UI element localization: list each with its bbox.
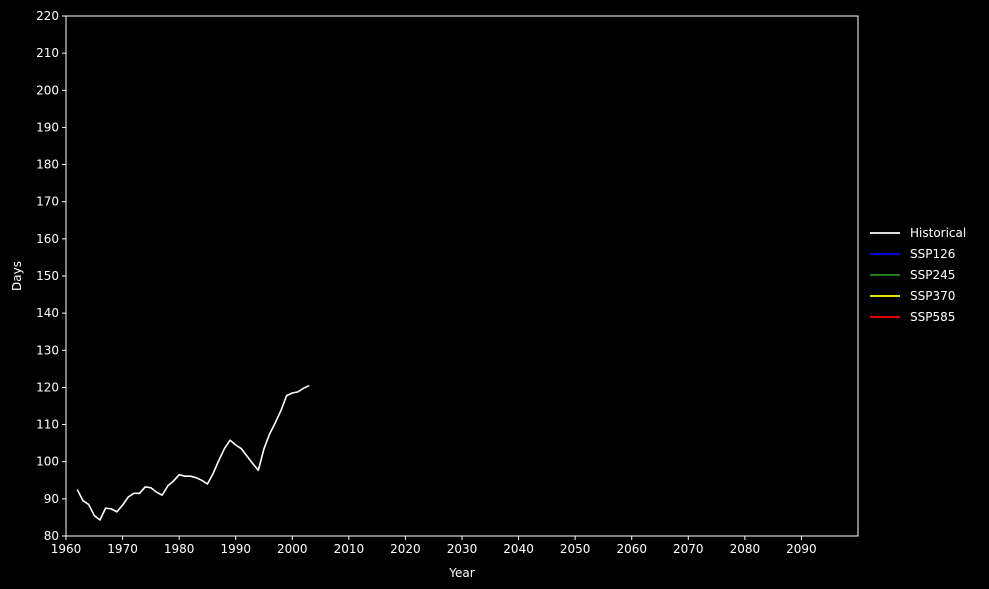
y-tick-label: 130 <box>36 343 59 357</box>
y-tick-label: 80 <box>44 529 59 543</box>
y-axis: 80 90 100 110 120 130 140 150 160 170 180 190 200 210… <box>36 9 66 543</box>
legend-label-ssp370: SSP370 <box>910 289 955 303</box>
x-tick-label: 2040 <box>503 542 534 556</box>
series-layer <box>76 384 310 521</box>
series-line-historical <box>76 384 310 521</box>
legend-label-historical: Historical <box>910 226 966 240</box>
x-tick-label: 2050 <box>560 542 591 556</box>
x-tick-label: 2000 <box>277 542 308 556</box>
x-tick-label: 2020 <box>390 542 421 556</box>
x-tick-label: 2080 <box>730 542 761 556</box>
x-tick-label: 2010 <box>334 542 365 556</box>
y-tick-label: 200 <box>36 83 59 97</box>
legend-label-ssp126: SSP126 <box>910 247 955 261</box>
x-axis-label: Year <box>448 566 474 580</box>
y-tick-label: 220 <box>36 9 59 23</box>
y-tick-label: 160 <box>36 232 59 246</box>
y-tick-label: 210 <box>36 46 59 60</box>
x-tick-label: 1970 <box>107 542 138 556</box>
x-tick-label: 2090 <box>786 542 817 556</box>
y-tick-label: 180 <box>36 158 59 172</box>
x-axis: 1960 1970 1980 1990 2000 2010 2020 2030 2040 2050… <box>51 536 817 556</box>
legend-label-ssp245: SSP245 <box>910 268 955 282</box>
x-tick-label: 2060 <box>616 542 647 556</box>
x-tick-label: 1960 <box>51 542 82 556</box>
y-tick-label: 190 <box>36 120 59 134</box>
x-tick-label: 2070 <box>673 542 704 556</box>
x-tick-label: 1980 <box>164 542 195 556</box>
plot-area <box>66 16 858 536</box>
y-tick-label: 110 <box>36 418 59 432</box>
y-tick-label: 90 <box>44 492 59 506</box>
y-tick-label: 100 <box>36 455 59 469</box>
x-tick-label: 2030 <box>447 542 478 556</box>
y-tick-label: 150 <box>36 269 59 283</box>
y-tick-label: 140 <box>36 306 59 320</box>
legend: Historical SSP126 SSP245 SSP370 SSP585 <box>870 226 966 324</box>
y-tick-label: 120 <box>36 380 59 394</box>
x-tick-label: 1990 <box>220 542 251 556</box>
legend-label-ssp585: SSP585 <box>910 310 955 324</box>
y-axis-label: Days <box>10 261 24 291</box>
y-tick-label: 170 <box>36 195 59 209</box>
